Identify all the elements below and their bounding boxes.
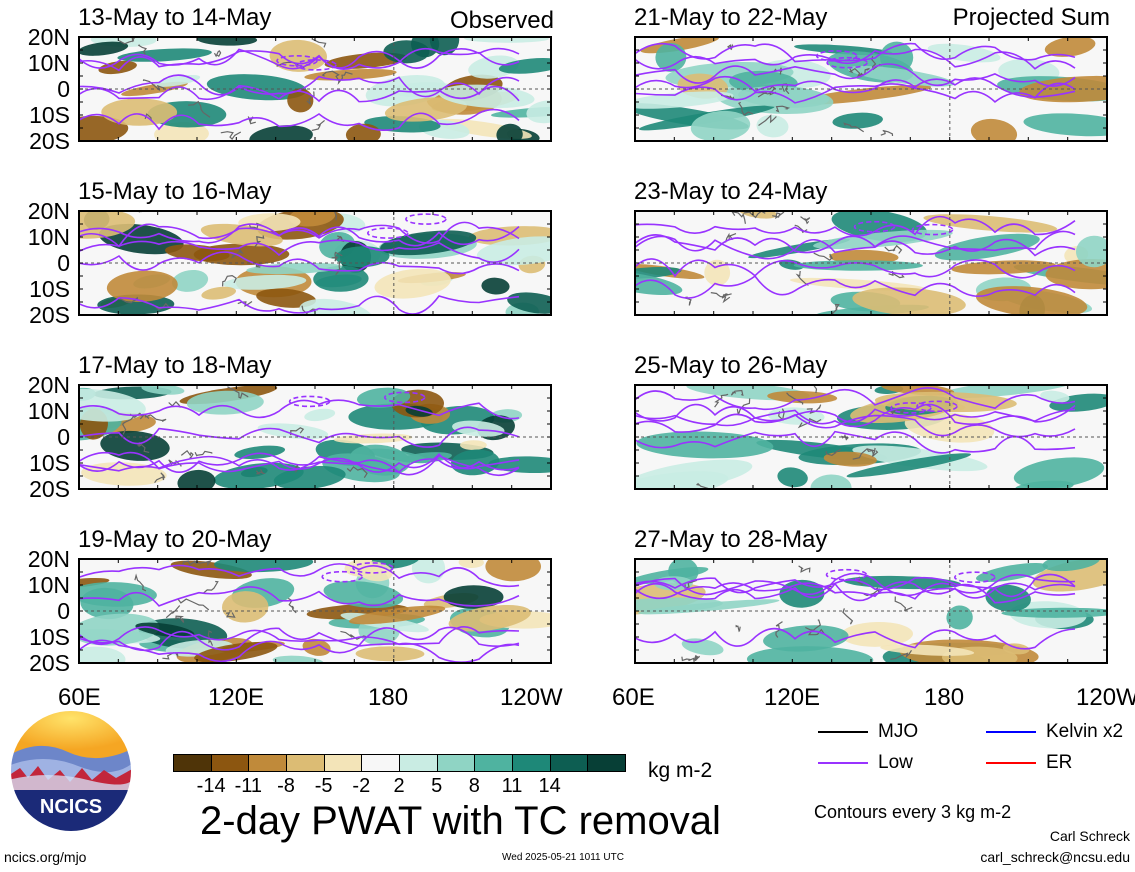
lon-label-120e-left: 120E [208,684,265,711]
legend-label-mjo: MJO [878,721,919,742]
colorbar-swatch [286,754,325,772]
lon-label-120w-right: 120W [1076,684,1135,711]
lat-label-row4-2: 0 [57,598,70,624]
lat-label-row1-1: 10N [27,50,70,76]
lon-label-120w-left: 120W [500,684,563,711]
lat-label-row4-4: 20S [29,650,70,676]
colorbar-tick-label: -11 [234,775,263,797]
colorbar-tick-label: 8 [468,775,480,797]
logo-text: NCICS [40,796,102,818]
map-panel-8 [634,558,1108,664]
lon-label-180-left: 180 [368,684,409,711]
lat-label-row3-2: 0 [57,424,70,450]
contours-note: Contours every 3 kg m-2 [814,802,1012,822]
lat-label-row2-1: 10N [27,224,70,250]
pwat-map [78,384,552,490]
pwat-map [634,384,1108,490]
colorbar-tick-label: -2 [352,775,371,797]
pwat-map [78,36,552,142]
colorbar-labels: -14 -11 -8 -5 -2 2 5 8 11 14 [173,776,625,798]
colorbar-tick-label: -8 [277,775,295,797]
panel-title-6: 23-May to 24-May [634,178,828,205]
colorbar-tick-label: -5 [314,775,333,797]
footer-author: Carl Schreck [1049,828,1130,844]
colorbar-swatch [587,754,626,772]
map-panel-7 [634,384,1108,490]
panel-tag-observed: Observed [449,7,554,34]
colorbar-swatch [248,754,287,772]
legend-line-kelvin [986,731,1036,733]
lon-label-60e-left: 60E [58,684,101,711]
colorbar-tick-label: 5 [431,775,443,797]
colorbar-swatch [512,754,551,772]
legend-line-low [818,762,868,764]
lat-label-row2-3: 10S [29,276,70,302]
colorbar-swatch [323,754,363,772]
pwat-map [78,210,552,316]
colorbar-units: kg m-2 [648,759,713,782]
map-panel-3 [78,384,552,490]
pwat-map [634,210,1108,316]
colorbar-tick-label: 2 [393,775,405,797]
panel-title-1: 13-May to 14-May [78,4,272,31]
panel-tag-projected: Projected Sum [952,4,1110,31]
legend-line-er [986,762,1036,764]
footer-email[interactable]: carl_schreck@ncsu.edu [980,849,1130,865]
lon-label-120e-right: 120E [764,684,821,711]
panel-title-4: 19-May to 20-May [78,526,272,553]
ncics-logo: NCICS [8,708,134,839]
footer-url[interactable]: ncics.org/mjo [4,849,87,865]
lon-label-60e-right: 60E [612,684,655,711]
main-title: 2-day PWAT with TC removal [200,799,721,843]
map-panel-1 [78,36,552,142]
map-panel-2 [78,210,552,316]
lat-label-row1-3: 10S [29,102,70,128]
colorbar-swatch [173,754,212,772]
legend-label-kelvin: Kelvin x2 [1046,721,1124,742]
footer-timestamp: Wed 2025-05-21 1011 UTC [502,852,624,863]
colorbar-tick-label: 14 [538,775,561,797]
lat-label-row1-2: 0 [57,76,70,102]
panel-title-2: 15-May to 16-May [78,178,272,205]
lat-label-row3-0: 20N [27,372,70,398]
legend-label-er: ER [1046,752,1073,773]
colorbar-tick-label: -14 [196,775,226,797]
colorbar-swatch [210,754,250,772]
pwat-map [634,36,1108,142]
lat-label-row4-1: 10N [27,572,70,598]
colorbar-swatch [474,754,513,772]
lat-label-row1-4: 20S [29,128,70,154]
lat-label-row3-4: 20S [29,476,70,502]
panel-title-7: 25-May to 26-May [634,352,828,379]
colorbar-swatch [399,754,438,772]
legend-line-mjo [818,731,868,733]
lat-label-row3-1: 10N [27,398,70,424]
lat-label-row2-2: 0 [57,250,70,276]
pwat-map [634,558,1108,664]
lon-label-180-right: 180 [924,684,965,711]
colorbar-swatch [361,754,400,772]
panel-title-3: 17-May to 18-May [78,352,272,379]
colorbar-swatch [436,754,476,772]
lat-label-row3-3: 10S [29,450,70,476]
colorbar [173,754,626,772]
lat-label-row2-4: 20S [29,302,70,328]
map-panel-6 [634,210,1108,316]
colorbar-tick-label: 11 [501,775,523,797]
lat-label-row1-0: 20N [27,24,70,50]
lat-label-row4-3: 10S [29,624,70,650]
legend-label-low: Low [878,752,913,773]
lat-label-row4-0: 20N [27,546,70,572]
panel-title-5: 21-May to 22-May [634,4,828,31]
contour-legend: MJO Kelvin x2 Low ER [818,720,1123,780]
map-panel-4 [78,558,552,664]
map-panel-5 [634,36,1108,142]
lat-label-row2-0: 20N [27,198,70,224]
colorbar-swatch [549,754,589,772]
pwat-map [78,558,552,664]
panel-title-8: 27-May to 28-May [634,526,828,553]
